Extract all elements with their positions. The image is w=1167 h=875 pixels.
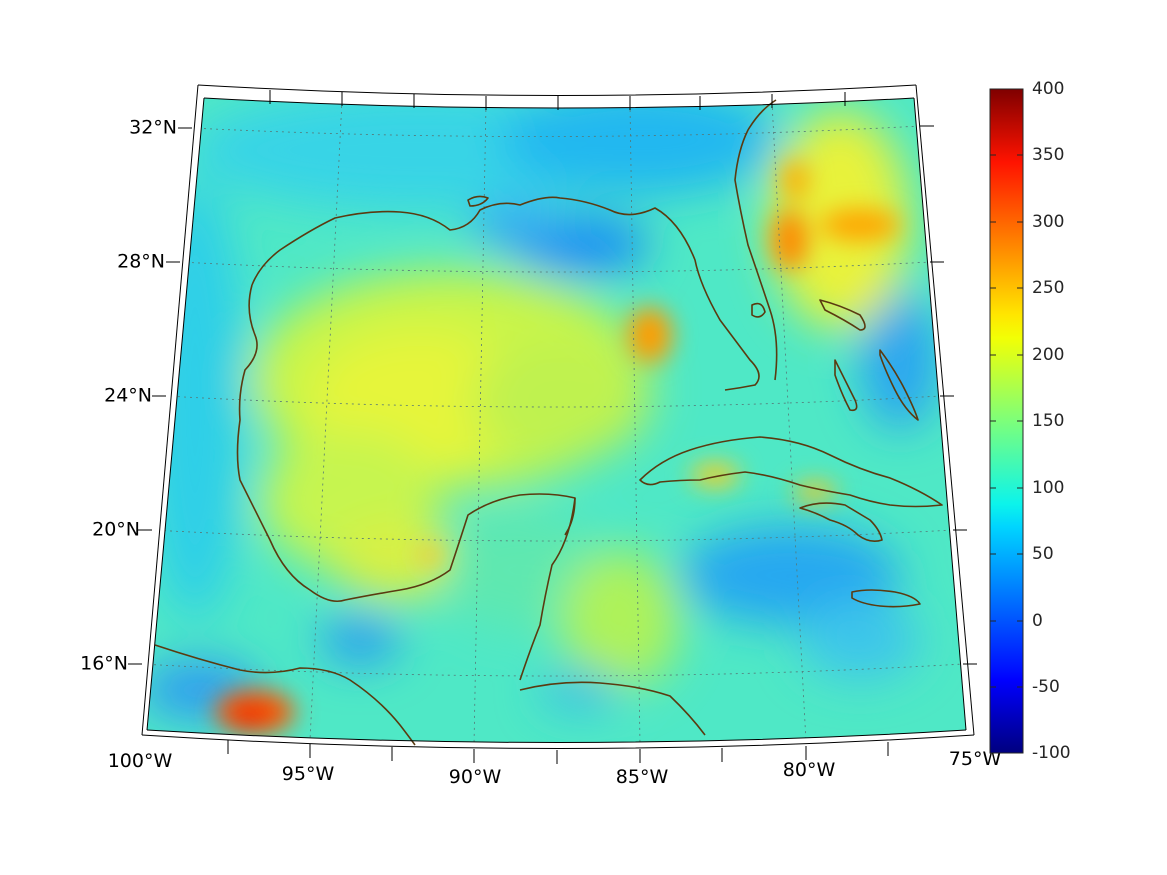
graticule bbox=[147, 99, 964, 743]
gulf-west-coast bbox=[236, 284, 576, 603]
lat-label-24: 24°N bbox=[104, 385, 152, 407]
colorbar-tick-0: 0 bbox=[1032, 611, 1043, 631]
colorbar: 400 350 300 250 200 150 100 50 0 -50 -10… bbox=[989, 79, 1071, 763]
lon-label-100: 100°W bbox=[108, 750, 173, 772]
lon-label-85: 85°W bbox=[616, 766, 669, 788]
yucatan-east-coast bbox=[519, 497, 576, 681]
latitude-labels: 32°N 28°N 24°N 20°N 16°N bbox=[80, 117, 177, 675]
colorbar-tick-50: 50 bbox=[1032, 544, 1054, 564]
colorbar-tick-neg100: -100 bbox=[1032, 743, 1071, 763]
colorbar-tick-100: 100 bbox=[1032, 478, 1064, 498]
colorbar-tick-150: 150 bbox=[1032, 411, 1064, 431]
lat-label-20: 20°N bbox=[92, 519, 140, 541]
colorbar-tick-neg50: -50 bbox=[1032, 677, 1060, 697]
data-field bbox=[147, 98, 966, 743]
lat-label-28: 28°N bbox=[117, 251, 165, 273]
lake-pontchartrain bbox=[467, 195, 489, 207]
lake-okeechobee bbox=[751, 302, 766, 318]
gulf-north-coast bbox=[251, 196, 760, 391]
colorbar-tick-200: 200 bbox=[1032, 345, 1064, 365]
lon-label-80: 80°W bbox=[783, 759, 836, 781]
lat-label-16: 16°N bbox=[80, 653, 128, 675]
bahamas-coast bbox=[819, 299, 919, 421]
colorbar-tick-250: 250 bbox=[1032, 278, 1064, 298]
jamaica-coast bbox=[851, 589, 921, 608]
lon-label-90: 90°W bbox=[449, 766, 502, 788]
florida-atlantic-coast bbox=[734, 99, 778, 381]
colorbar-tick-400: 400 bbox=[1032, 79, 1064, 99]
map-frame bbox=[128, 84, 977, 764]
lon-label-75: 75°W bbox=[949, 748, 1002, 770]
colorbar-tick-350: 350 bbox=[1032, 145, 1064, 165]
colorbar-tick-300: 300 bbox=[1032, 212, 1064, 232]
coastlines bbox=[154, 99, 943, 746]
hispaniola-coast bbox=[799, 502, 883, 542]
lat-label-32: 32°N bbox=[129, 117, 177, 139]
central-america-coast bbox=[519, 681, 706, 736]
longitude-labels: 100°W 95°W 90°W 85°W 80°W 75°W bbox=[108, 748, 1002, 788]
cuba-coast bbox=[639, 436, 943, 508]
lon-label-95: 95°W bbox=[282, 763, 335, 785]
pacific-coast bbox=[154, 644, 416, 746]
